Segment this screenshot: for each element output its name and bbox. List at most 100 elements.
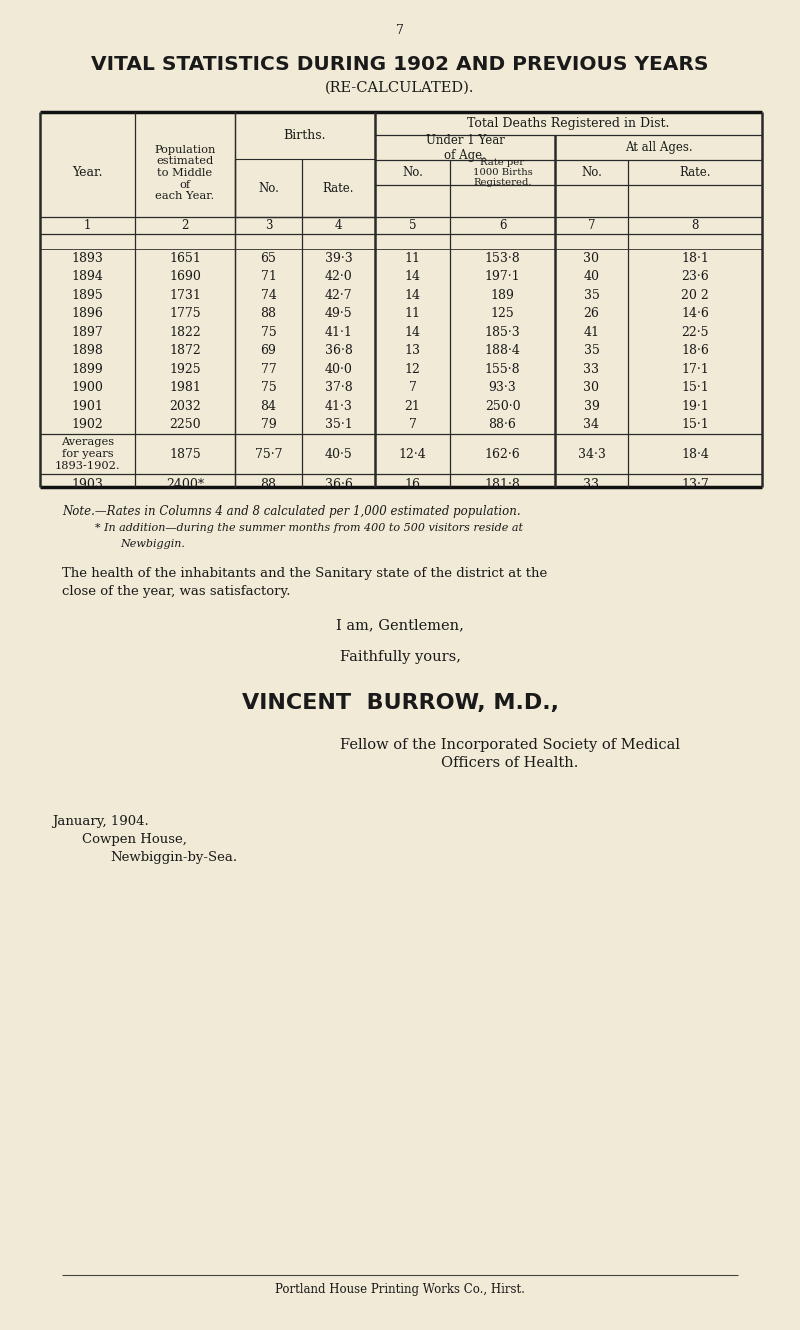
Text: 84: 84 <box>261 400 277 412</box>
Text: 41·3: 41·3 <box>325 400 353 412</box>
Text: 26: 26 <box>583 307 599 321</box>
Text: Averages
for years
1893-1902.: Averages for years 1893-1902. <box>54 438 120 471</box>
Text: 6: 6 <box>498 219 506 231</box>
Text: 162·6: 162·6 <box>485 447 520 460</box>
Text: close of the year, was satisfactory.: close of the year, was satisfactory. <box>62 585 290 598</box>
Text: Newbiggin-by-Sea.: Newbiggin-by-Sea. <box>110 851 237 864</box>
Text: 250·0: 250·0 <box>485 400 520 412</box>
Text: 15·1: 15·1 <box>681 418 709 431</box>
Text: 71: 71 <box>261 270 277 283</box>
Text: 36·8: 36·8 <box>325 344 353 358</box>
Text: 18·4: 18·4 <box>681 447 709 460</box>
Text: No.: No. <box>581 166 602 180</box>
Text: No.: No. <box>258 182 279 194</box>
Text: 7: 7 <box>396 24 404 36</box>
Text: 22·5: 22·5 <box>682 326 709 339</box>
Text: 18·1: 18·1 <box>681 251 709 265</box>
Text: 41·1: 41·1 <box>325 326 353 339</box>
Text: 39·3: 39·3 <box>325 251 352 265</box>
Text: 88: 88 <box>261 477 277 491</box>
Text: 197·1: 197·1 <box>485 270 520 283</box>
Text: 17·1: 17·1 <box>681 363 709 376</box>
Text: Faithfully yours,: Faithfully yours, <box>339 650 461 664</box>
Text: 1902: 1902 <box>72 418 103 431</box>
Text: January, 1904.: January, 1904. <box>52 815 149 829</box>
Text: 1: 1 <box>84 219 91 231</box>
Text: 34·3: 34·3 <box>578 447 606 460</box>
Text: 1899: 1899 <box>72 363 103 376</box>
Text: 75·7: 75·7 <box>254 447 282 460</box>
Text: 189: 189 <box>490 289 514 302</box>
Text: 1900: 1900 <box>71 382 103 394</box>
Text: Rate.: Rate. <box>322 182 354 194</box>
Text: 1775: 1775 <box>169 307 201 321</box>
Text: 18·6: 18·6 <box>681 344 709 358</box>
Text: 75: 75 <box>261 326 276 339</box>
Text: 1690: 1690 <box>169 270 201 283</box>
Text: 185·3: 185·3 <box>485 326 520 339</box>
Text: Newbiggin.: Newbiggin. <box>120 539 185 549</box>
Text: 77: 77 <box>261 363 276 376</box>
Text: 88: 88 <box>261 307 277 321</box>
Text: 1872: 1872 <box>169 344 201 358</box>
Text: 30: 30 <box>583 382 599 394</box>
Text: 11: 11 <box>405 307 421 321</box>
Text: 15·1: 15·1 <box>681 382 709 394</box>
Text: 40·0: 40·0 <box>325 363 353 376</box>
Text: Year.: Year. <box>72 166 102 180</box>
Text: 39: 39 <box>583 400 599 412</box>
Text: 40: 40 <box>583 270 599 283</box>
Text: 19·1: 19·1 <box>681 400 709 412</box>
Text: 11: 11 <box>405 251 421 265</box>
Text: 34: 34 <box>583 418 599 431</box>
Text: 125: 125 <box>490 307 514 321</box>
Text: VINCENT  BURROW, M.D.,: VINCENT BURROW, M.D., <box>242 693 558 713</box>
Text: 42·0: 42·0 <box>325 270 352 283</box>
Text: 2250: 2250 <box>169 418 201 431</box>
Text: 1651: 1651 <box>169 251 201 265</box>
Text: 13: 13 <box>405 344 421 358</box>
Text: 42·7: 42·7 <box>325 289 352 302</box>
Text: VITAL STATISTICS DURING 1902 AND PREVIOUS YEARS: VITAL STATISTICS DURING 1902 AND PREVIOU… <box>91 55 709 73</box>
Text: 12: 12 <box>405 363 421 376</box>
Text: 1822: 1822 <box>169 326 201 339</box>
Text: 5: 5 <box>409 219 416 231</box>
Text: * In addition—during the summer months from 400 to 500 visitors reside at: * In addition—during the summer months f… <box>95 523 523 533</box>
Text: 49·5: 49·5 <box>325 307 352 321</box>
Text: At all Ages.: At all Ages. <box>625 141 692 154</box>
Text: Total Deaths Registered in Dist.: Total Deaths Registered in Dist. <box>467 117 670 130</box>
Text: 35: 35 <box>583 289 599 302</box>
Text: 3: 3 <box>265 219 272 231</box>
Text: 1897: 1897 <box>72 326 103 339</box>
Text: 7: 7 <box>409 418 417 431</box>
Text: 1895: 1895 <box>72 289 103 302</box>
Text: 79: 79 <box>261 418 276 431</box>
Text: 7: 7 <box>588 219 595 231</box>
Text: 14: 14 <box>405 270 421 283</box>
Text: I am, Gentlemen,: I am, Gentlemen, <box>336 618 464 632</box>
Text: 41: 41 <box>583 326 599 339</box>
Text: Cowpen House,: Cowpen House, <box>82 833 187 846</box>
Text: 74: 74 <box>261 289 277 302</box>
Text: Population
estimated
to Middle
of
each Year.: Population estimated to Middle of each Y… <box>154 145 216 201</box>
Text: 35·1: 35·1 <box>325 418 352 431</box>
Text: 153·8: 153·8 <box>485 251 520 265</box>
Text: 16: 16 <box>405 477 421 491</box>
Text: 14: 14 <box>405 326 421 339</box>
Text: 188·4: 188·4 <box>485 344 521 358</box>
Text: The health of the inhabitants and the Sanitary state of the district at the: The health of the inhabitants and the Sa… <box>62 567 547 580</box>
Text: 14·6: 14·6 <box>681 307 709 321</box>
Text: 36·6: 36·6 <box>325 477 353 491</box>
Text: 1875: 1875 <box>169 447 201 460</box>
Text: No.: No. <box>402 166 423 180</box>
Text: 1925: 1925 <box>169 363 201 376</box>
Text: 30: 30 <box>583 251 599 265</box>
Text: 1898: 1898 <box>71 344 103 358</box>
Text: 8: 8 <box>691 219 698 231</box>
Text: Officers of Health.: Officers of Health. <box>442 755 578 770</box>
Text: 37·8: 37·8 <box>325 382 352 394</box>
Text: 93·3: 93·3 <box>489 382 516 394</box>
Text: 33: 33 <box>583 363 599 376</box>
Text: 2: 2 <box>182 219 189 231</box>
Text: 21: 21 <box>405 400 421 412</box>
